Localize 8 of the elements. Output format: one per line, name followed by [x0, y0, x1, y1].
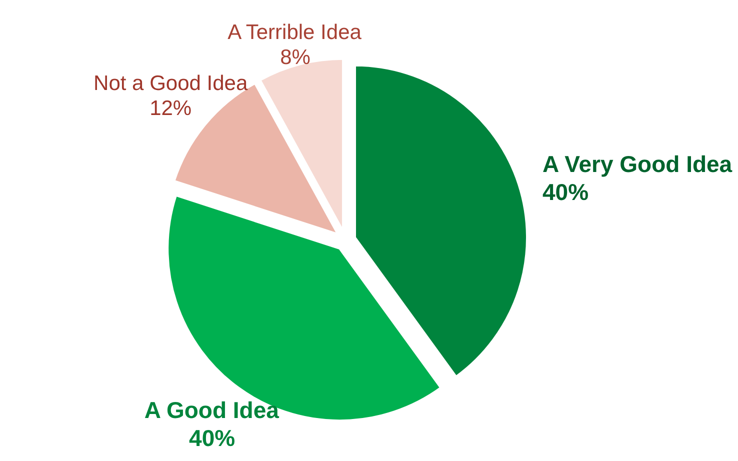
data-label: 40% [542, 179, 589, 206]
data-label: 12% [150, 96, 192, 120]
slice-label: A Terrible Idea [228, 20, 362, 44]
data-label: 8% [280, 46, 310, 69]
slice-label: Not a Good Idea [94, 72, 248, 95]
data-label: 40% [189, 425, 236, 452]
slice-label: A Good Idea [144, 397, 280, 424]
slice-label: A Very Good Idea [542, 151, 732, 178]
